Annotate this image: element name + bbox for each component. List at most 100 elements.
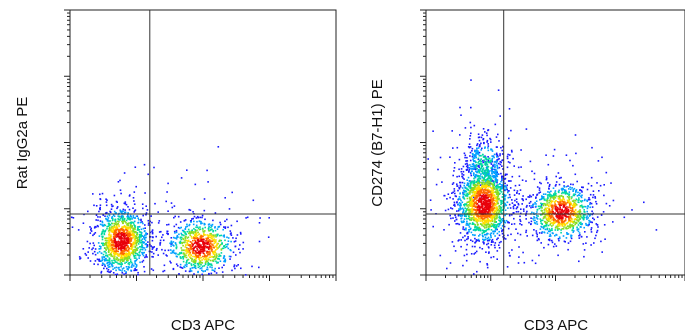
- data-point: [457, 214, 460, 217]
- data-point: [132, 241, 135, 244]
- data-point: [490, 189, 492, 192]
- data-point: [224, 220, 226, 222]
- data-point: [118, 255, 120, 257]
- data-point: [512, 157, 514, 160]
- data-point: [441, 181, 443, 183]
- data-point: [143, 270, 146, 273]
- data-point: [234, 245, 237, 248]
- data-point: [144, 224, 146, 226]
- data-point: [209, 259, 212, 262]
- data-point: [469, 138, 471, 140]
- data-point: [466, 192, 468, 195]
- data-point: [491, 223, 494, 226]
- data-point: [196, 226, 199, 228]
- data-point: [535, 197, 537, 199]
- data-point: [482, 128, 485, 130]
- data-point: [548, 205, 550, 208]
- data-point: [134, 261, 136, 263]
- data-point: [500, 180, 502, 183]
- data-point: [492, 176, 495, 179]
- data-point: [492, 199, 495, 202]
- data-point: [193, 220, 195, 223]
- data-point: [536, 211, 538, 213]
- data-point: [151, 251, 153, 253]
- data-point: [99, 198, 102, 201]
- data-point: [510, 149, 513, 152]
- data-point: [567, 185, 569, 187]
- data-point: [184, 246, 187, 248]
- data-point: [114, 259, 116, 262]
- data-point: [483, 183, 486, 186]
- data-point: [464, 156, 466, 159]
- data-point: [485, 132, 488, 134]
- data-point: [596, 231, 598, 234]
- data-point: [481, 170, 484, 172]
- data-point: [97, 263, 99, 266]
- data-point: [486, 266, 489, 269]
- data-point: [481, 234, 484, 236]
- data-point: [134, 267, 136, 270]
- data-point: [477, 214, 479, 217]
- data-point: [231, 269, 233, 272]
- data-point: [186, 250, 188, 253]
- data-point: [496, 165, 499, 167]
- data-point: [192, 263, 195, 266]
- data-point: [182, 238, 185, 241]
- data-point: [105, 201, 108, 203]
- data-point: [113, 226, 116, 229]
- data-point: [103, 233, 106, 236]
- data-point: [595, 223, 598, 225]
- data-point: [537, 205, 540, 208]
- data-point: [579, 217, 581, 220]
- data-point: [477, 209, 479, 211]
- data-point: [176, 265, 179, 267]
- data-point: [135, 185, 137, 188]
- data-point: [179, 256, 182, 258]
- data-point: [466, 222, 469, 225]
- data-point: [121, 250, 124, 252]
- data-point: [141, 238, 144, 240]
- data-point: [561, 192, 563, 195]
- data-point: [565, 227, 567, 230]
- data-point: [214, 250, 216, 252]
- data-point: [547, 239, 550, 241]
- data-point: [101, 258, 104, 260]
- data-point: [569, 206, 572, 209]
- data-point: [475, 211, 477, 214]
- data-point: [552, 210, 554, 213]
- data-point: [508, 193, 511, 196]
- data-point: [72, 217, 75, 219]
- data-point: [127, 214, 129, 216]
- data-point: [167, 210, 169, 212]
- data-point: [230, 224, 233, 227]
- data-point: [473, 160, 475, 163]
- data-point: [487, 175, 490, 177]
- data-point: [111, 259, 113, 262]
- data-point: [105, 249, 107, 251]
- data-point: [568, 188, 570, 190]
- data-point: [122, 241, 124, 244]
- data-point: [527, 196, 529, 198]
- data-point: [563, 185, 565, 187]
- data-point: [211, 266, 213, 269]
- data-point: [134, 251, 137, 253]
- data-point: [454, 192, 456, 195]
- data-point: [569, 188, 572, 191]
- data-point: [498, 162, 500, 165]
- data-point: [218, 253, 220, 256]
- data-point: [116, 243, 118, 245]
- data-point: [570, 234, 572, 237]
- data-point: [579, 205, 582, 207]
- data-point: [517, 202, 520, 205]
- data-point: [469, 189, 472, 192]
- data-point: [138, 254, 140, 256]
- data-point: [117, 252, 119, 255]
- data-point: [116, 261, 118, 264]
- data-point: [188, 231, 191, 234]
- data-point: [573, 193, 575, 195]
- data-point: [605, 171, 608, 174]
- data-point: [575, 189, 578, 191]
- data-point: [128, 208, 131, 211]
- data-point: [209, 242, 211, 245]
- data-point: [502, 200, 504, 202]
